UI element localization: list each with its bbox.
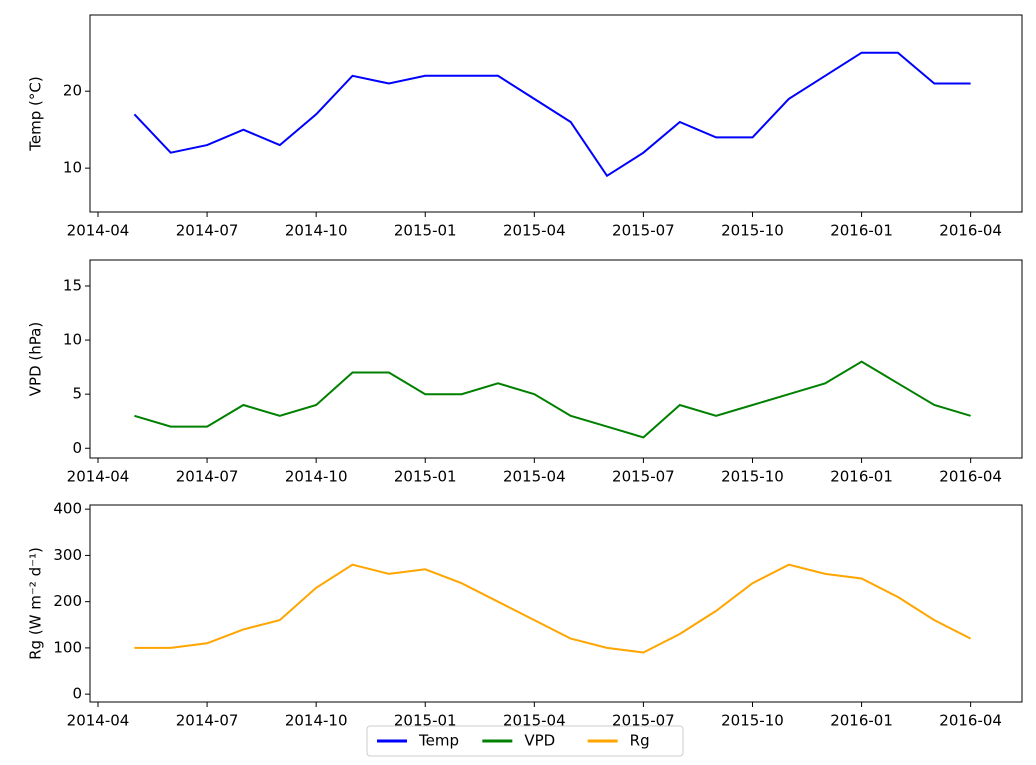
y-axis-label: Rg (W m⁻² d⁻¹): [27, 547, 45, 660]
x-tick-label: 2014-07: [176, 712, 239, 730]
x-tick-label: 2015-10: [721, 468, 784, 486]
y-tick-label: 300: [53, 546, 82, 564]
x-tick-label: 2014-07: [176, 468, 239, 486]
series-line: [134, 360, 971, 439]
y-tick-label: 15: [63, 276, 82, 294]
x-tick-label: 2016-01: [830, 468, 893, 486]
x-tick-label: 2016-04: [939, 222, 1002, 240]
axes-frame: [89, 504, 1023, 703]
x-tick-label: 2015-10: [721, 712, 784, 730]
legend-label: Temp: [418, 732, 459, 750]
x-tick-label: 2015-01: [394, 222, 457, 240]
x-tick-label: 2015-04: [503, 468, 566, 486]
x-tick-label: 2014-10: [285, 222, 348, 240]
x-tick-label: 2015-01: [394, 468, 457, 486]
x-tick-label: 2016-01: [830, 712, 893, 730]
y-tick-label: 400: [53, 500, 82, 518]
legend-label: VPD: [524, 732, 555, 750]
x-tick-label: 2014-04: [67, 468, 130, 486]
x-tick-label: 2014-07: [176, 222, 239, 240]
x-tick-label: 2016-04: [939, 712, 1002, 730]
x-tick-label: 2015-07: [612, 468, 675, 486]
x-tick-label: 2014-04: [67, 712, 130, 730]
x-tick-label: 2015-01: [394, 712, 457, 730]
y-tick-label: 5: [72, 385, 82, 403]
y-tick-label: 0: [72, 685, 82, 703]
y-axis-label: VPD (hPa): [27, 322, 45, 396]
x-tick-label: 2015-07: [612, 712, 675, 730]
y-tick-label: 10: [63, 331, 82, 349]
x-tick-label: 2016-01: [830, 222, 893, 240]
x-tick-label: 2014-04: [67, 222, 130, 240]
y-tick-label: 0: [72, 439, 82, 457]
x-tick-label: 2015-04: [503, 712, 566, 730]
axes-frame: [89, 14, 1023, 213]
x-tick-label: 2015-07: [612, 222, 675, 240]
y-tick-label: 10: [63, 159, 82, 177]
y-tick-label: 20: [63, 82, 82, 100]
series-line: [134, 563, 972, 654]
x-tick-label: 2015-10: [721, 222, 784, 240]
legend-label: Rg: [630, 732, 650, 750]
y-tick-label: 200: [53, 592, 82, 610]
y-tick-label: 100: [53, 638, 82, 656]
x-tick-label: 2014-10: [285, 712, 348, 730]
axes-frame: [89, 259, 1023, 459]
y-axis-label: Temp (°C): [27, 76, 45, 151]
legend-box: [366, 725, 684, 757]
x-tick-label: 2015-04: [503, 222, 566, 240]
series-line: [133, 51, 971, 178]
x-tick-label: 2014-10: [285, 468, 348, 486]
x-tick-label: 2016-04: [939, 468, 1002, 486]
